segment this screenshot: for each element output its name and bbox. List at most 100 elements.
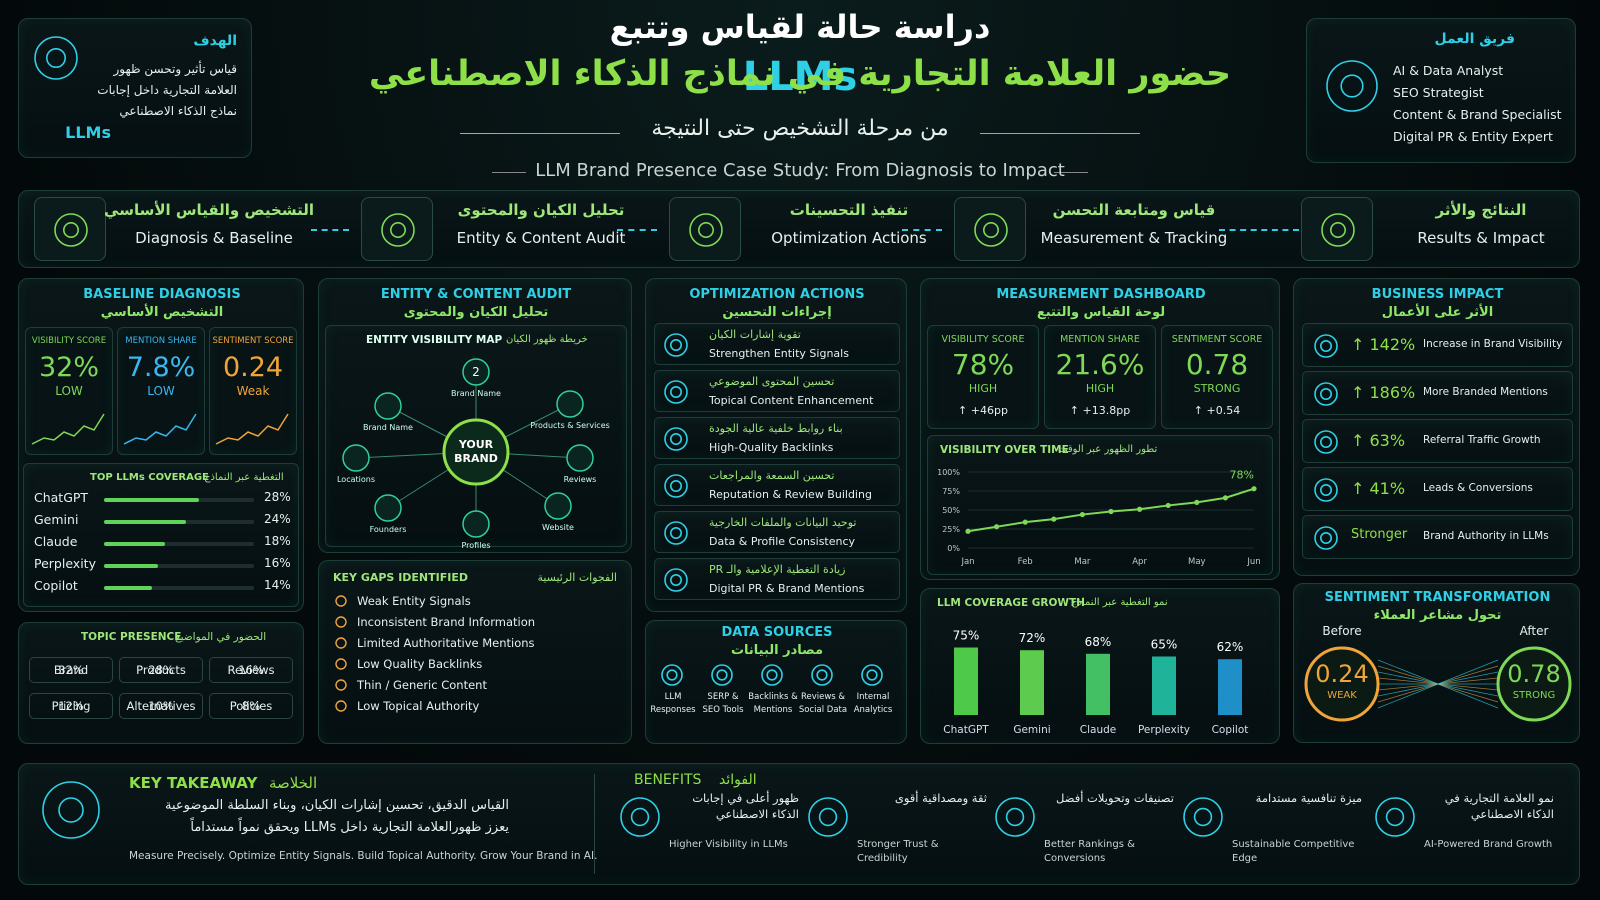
impact-row: ↑ 41% Leads & Conversions	[1302, 467, 1573, 511]
score-card: MENTION SHARE 21.6% HIGH ↑ +13.8pp	[1044, 325, 1156, 429]
source-label: Internal Analytics	[853, 692, 893, 715]
sparkline	[31, 413, 105, 445]
optimization-panel: OPTIMIZATION ACTIONS إجراءات التحسين تقوية…	[645, 278, 907, 612]
coverage-value: 24%	[264, 512, 291, 526]
goal-label: الهدف	[193, 33, 237, 49]
score-value: 78%	[951, 348, 1015, 381]
x-tick-label: Copilot	[1212, 724, 1249, 736]
step-icon	[669, 197, 741, 261]
takeaway-line: يعزز ظهورالعلامة التجارية داخل LLMs ويحق…	[190, 820, 509, 835]
action-ar: بناء روابط خلفية عالية الجودة	[709, 422, 843, 435]
point	[1079, 511, 1085, 518]
icon-ring	[1375, 797, 1415, 837]
impact-text: Referral Traffic Growth	[1423, 434, 1541, 446]
score-label: SENTIMENT SCORE	[1171, 334, 1263, 345]
bar	[104, 564, 159, 568]
sentiment-status: STRONG	[1512, 690, 1556, 701]
icon-core	[1320, 388, 1332, 400]
coverage-growth-panel: LLM COVERAGE GROWTH نمو التغطية عبر النما…	[920, 588, 1280, 744]
icon-ring	[1314, 478, 1338, 502]
impact-value: ↑ 63%	[1351, 431, 1406, 450]
bar	[1086, 653, 1110, 715]
score-label: MENTION SHARE	[1060, 334, 1140, 345]
map-box: ENTITY VISIBILITY MAP خريطة ظهور الكيان Br…	[325, 325, 627, 550]
icon-core	[670, 480, 682, 492]
topic-name: Policies	[229, 699, 273, 713]
point	[1251, 486, 1257, 492]
map-center-word: YOUR	[458, 438, 494, 451]
bar	[104, 498, 200, 502]
score-card: SENTIMENT SCORE 0.24 Weak	[209, 327, 297, 455]
benefit-en: Better Rankings & Conversions	[1044, 839, 1135, 864]
score-label: MENTION SHARE	[125, 336, 197, 346]
icon-ring	[54, 213, 88, 247]
takeaway-label: KEY TAKEAWAY	[129, 774, 258, 792]
impact-text: Increase in Brand Visibility	[1423, 338, 1563, 350]
title-highlight: LLMs	[742, 54, 858, 100]
y-tick-label: 100%	[937, 468, 960, 477]
panel-title-en: BASELINE DIAGNOSIS	[83, 287, 241, 302]
benefit-en: Sustainable Competitive Edge	[1232, 839, 1355, 864]
icon	[1375, 797, 1415, 837]
icon	[1326, 60, 1378, 112]
icon-core	[816, 669, 828, 681]
source-label: Reviews & Social Data	[798, 692, 848, 715]
divider	[492, 172, 526, 173]
topic-name: Alternatives	[126, 699, 196, 713]
impact-text: Brand Authority in LLMs	[1423, 530, 1549, 542]
panel-title-en: SENTIMENT TRANSFORMATION	[1324, 590, 1551, 605]
score-value: 32%	[38, 352, 99, 383]
icon	[995, 797, 1035, 837]
chart-title-ar: تطور الظهور عبر الوقت	[1058, 444, 1158, 455]
bar	[1020, 650, 1044, 715]
benefit-en: AI-Powered Brand Growth	[1424, 839, 1553, 850]
score-value: 0.24	[222, 352, 284, 383]
sparkline	[215, 413, 289, 445]
bar-track	[104, 586, 254, 590]
topic-chip: Alternatives 10%	[119, 693, 203, 719]
map-node-label: Reviews	[564, 475, 597, 484]
warning-icon	[335, 679, 347, 691]
action-ar: تحسين المحتوى الموضوعي	[709, 375, 835, 388]
takeaway-panel: KEY TAKEAWAY الخلاصة القياس الدقيق، تحسين …	[18, 763, 1580, 885]
warning-icon	[335, 616, 347, 628]
icon	[1314, 430, 1338, 454]
point	[965, 528, 971, 534]
score-status: STRONG	[1193, 382, 1241, 395]
topic-name: Brand	[53, 663, 89, 677]
y-tick-label: 75%	[942, 487, 960, 496]
score-value: 0.78	[1185, 348, 1249, 381]
point	[1137, 506, 1143, 512]
sparkline	[123, 413, 197, 445]
benefit-en: Higher Visibility in LLMs	[669, 839, 788, 850]
topic-value: 8%	[241, 699, 261, 713]
impact-value: ↑ 186%	[1351, 383, 1416, 402]
coverage-title: TOP LLMs COVERAGE	[90, 472, 209, 483]
source-label: LLM Responses	[650, 692, 696, 715]
impact-panel: BUSINESS IMPACT الأثر على الأعمال ↑ 142% In…	[1293, 278, 1580, 576]
step-icon	[34, 197, 106, 261]
x-tick-label: May	[1188, 557, 1206, 567]
icon-ring	[808, 797, 848, 837]
impact-value: ↑ 142%	[1351, 335, 1416, 354]
subtitle-ar: من مرحلة التشخيص حتى النتيجة	[651, 116, 949, 141]
icon	[664, 568, 688, 592]
score-card: VISIBILITY SCORE 32% LOW	[25, 327, 113, 455]
topic-title-ar: الحضور في المواضيع	[175, 631, 267, 643]
action-en: Digital PR & Brand Mentions	[709, 582, 865, 595]
warning-icon	[335, 658, 347, 670]
action-en: Data & Profile Consistency	[709, 535, 856, 548]
icon-ring	[1326, 60, 1378, 112]
sentiment-label: After	[1519, 624, 1549, 638]
title-main: حضور العلامة التجارية في نماذج الذكاء ال…	[368, 54, 1232, 94]
score-status: LOW	[55, 384, 83, 398]
icon-ring	[689, 213, 723, 247]
warning-icon	[335, 595, 347, 607]
topic-chip: Policies 8%	[209, 693, 293, 719]
score-change: ↑ +13.8pp	[1069, 404, 1131, 417]
map-center-word: BRAND	[454, 452, 498, 465]
icon	[974, 213, 1008, 247]
sources-panel: DATA SOURCES مصادر البيانات LLM Responses S…	[645, 620, 907, 744]
point	[1194, 499, 1200, 505]
icon-ring	[1314, 526, 1338, 550]
